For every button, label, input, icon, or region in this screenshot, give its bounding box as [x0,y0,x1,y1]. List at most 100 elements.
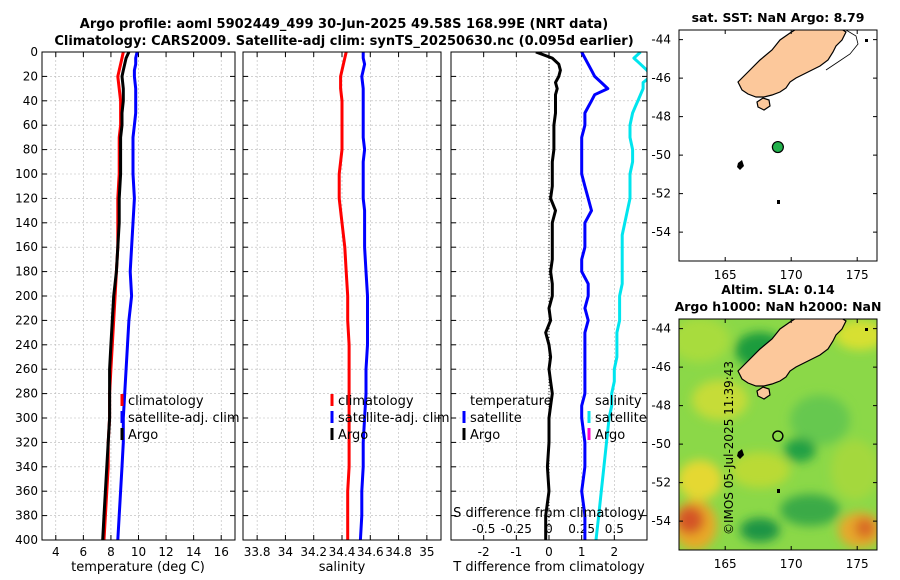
series-line-temperature-argo [535,52,562,540]
y-tick-label: 240 [15,338,38,352]
figure-title-line1: Argo profile: aoml 5902449_499 30-Jun-20… [80,17,608,32]
sst-map [679,30,877,261]
x-tick-label: 2 [611,545,619,559]
auckland-islands [737,160,744,170]
auckland-islands [737,449,744,459]
map-y-tick-label: -52 [651,476,671,490]
series-line-argo [101,52,131,540]
temperature-panel-frame [41,51,236,541]
legend-temp-argo-label: Argo [470,428,500,443]
map-x-tick-label: 175 [846,557,869,571]
y-tick-label: 380 [15,509,38,523]
temperature-xlabel: temperature (deg C) [71,560,205,575]
y-tick-label: 260 [15,362,38,376]
series-line-salinity-satellite [594,52,647,540]
x-tick-label: 14 [186,545,201,559]
y-tick-label: 160 [15,240,38,254]
x-tick-label: 6 [80,545,88,559]
legend-temperature-title: temperature [470,394,552,409]
profile-panels: 4 6 8 10 12 14 1602040608010012014016018020022… [15,45,647,559]
y-tick-label: 300 [15,411,38,425]
y-tick-label: 280 [15,387,38,401]
salinity-panel: 33.8 34 34.2 34.4 34.6 34.8 35 [243,51,441,559]
legend-argo-label: Argo [128,428,158,443]
salinity-legend: climatology satellite-adj. clim Argo [330,394,450,443]
x-tick-label: 0 [545,545,553,559]
map-x-tick-label: 170 [780,268,803,282]
salinity-xlabel: salinity [319,560,366,575]
difference-top-xlabel: S difference from climatology [453,506,645,521]
sla-map-frame [678,318,878,551]
campbell-island [777,200,780,204]
map-ticks: 165 170 175 -44 -46 -48 -50 -52 -54 165 170 175 -44 -… [651,30,877,571]
top-x-tick-label: -0.25 [501,522,532,536]
y-tick-label: 180 [15,265,38,279]
figure-title-line2: Climatology: CARS2009. Satellite-adj cli… [54,34,633,49]
top-x-tick-label: -0.5 [472,522,495,536]
map-x-tick-label: 165 [714,268,737,282]
x-tick-label: 1 [578,545,586,559]
bounty-island [865,328,868,331]
map-y-tick-label: -46 [651,360,671,374]
y-tick-label: 360 [15,484,38,498]
sla-heatmap [679,319,877,550]
x-tick-label: -2 [478,545,490,559]
x-tick-label: 34.4 [329,545,356,559]
campbell-island [777,489,780,493]
sla-map [679,319,877,550]
bounty-island [865,39,868,42]
series-line-temperature-satellite [580,52,610,540]
stewart-island-land [756,386,771,400]
difference-panel-frame [450,51,648,541]
x-tick-label: 12 [158,545,173,559]
x-tick-label: 16 [214,545,229,559]
map-y-tick-label: -50 [651,437,671,451]
salinity-series [337,52,369,540]
map-y-tick-label: -50 [651,148,671,162]
x-tick-label: 8 [107,545,115,559]
top-x-tick-label: 0.25 [568,522,595,536]
legend-salinity-title: salinity [595,394,642,409]
y-tick-label: 340 [15,460,38,474]
map-y-tick-label: -48 [651,399,671,413]
map-y-tick-label: -48 [651,110,671,124]
sst-map-title: sat. SST: NaN Argo: 8.79 [692,10,865,25]
x-tick-label: 35 [419,545,434,559]
y-tick-label: 140 [15,216,38,230]
y-tick-label: 120 [15,191,38,205]
y-tick-label: 60 [23,118,38,132]
map-x-tick-label: 175 [846,268,869,282]
sla-map-title-line1: Altim. SLA: 0.14 [721,282,835,297]
series-line-climatology [337,52,351,540]
south-island-land [737,319,847,387]
sla-map-title-line2: Argo h1000: NaN h2000: NaN [675,299,882,314]
stewart-island-land [756,97,771,111]
map-y-tick-label: -44 [651,322,671,336]
x-tick-label: 33.8 [244,545,271,559]
map-y-tick-label: -54 [651,514,671,528]
south-island-land [737,30,847,98]
y-tick-label: 40 [23,94,38,108]
x-tick-label: 34.2 [300,545,327,559]
difference-xlabel: T difference from climatology [452,560,645,575]
y-tick-label: 320 [15,435,38,449]
map-x-tick-label: 165 [714,557,737,571]
legend-satellite-label: satellite-adj. clim [128,411,240,426]
argo-position-marker [771,140,784,154]
map-y-tick-label: -44 [651,33,671,47]
salinity-panel-frame [242,51,442,541]
x-tick-label: -1 [510,545,522,559]
x-tick-label: 10 [131,545,146,559]
map-y-tick-label: -52 [651,187,671,201]
imos-timestamp: ©IMOS 05-Jul-2025 11:39:43 [722,361,736,535]
legend-satellite-label: satellite-adj. clim [338,411,450,426]
y-tick-label: 80 [23,143,38,157]
legend-temp-satellite-label: satellite [470,411,522,426]
legend-sal-argo-label: Argo [595,428,625,443]
y-tick-label: 100 [15,167,38,181]
y-tick-label: 200 [15,289,38,303]
map-x-tick-label: 170 [780,557,803,571]
y-tick-label: 400 [15,533,38,547]
y-tick-label: 0 [30,45,38,59]
difference-panel: -2 -1 0 1 2 -0.5 -0.25 0 0.25 0.5 [451,51,647,559]
